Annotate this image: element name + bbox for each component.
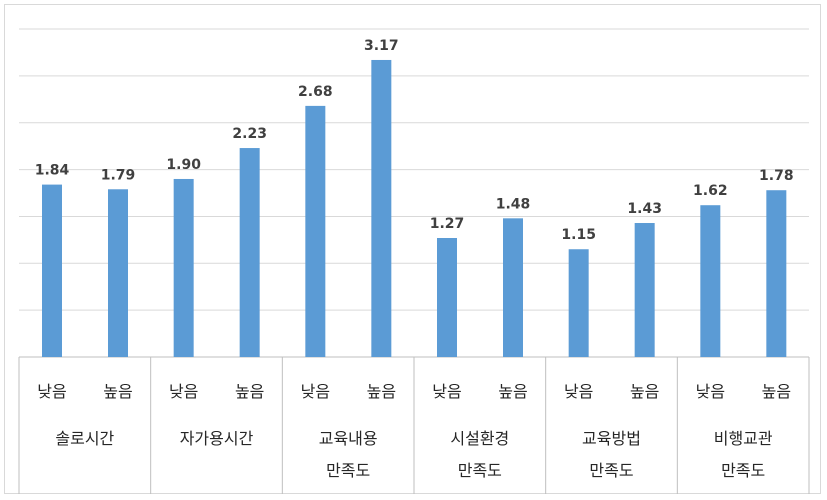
- x-tick-label: 높음: [103, 382, 132, 401]
- x-tick-label: 높음: [762, 382, 791, 401]
- x-tick-label: 낮음: [432, 382, 461, 401]
- x-tick-label: 높음: [498, 382, 527, 401]
- group-label: 만족도: [589, 461, 633, 480]
- bar: [305, 105, 326, 357]
- data-label: 1.15: [561, 227, 596, 243]
- bar: [173, 178, 194, 357]
- x-tick-label: 낮음: [564, 382, 593, 401]
- group-label: 교육내용: [319, 429, 378, 448]
- group-label: 만족도: [721, 461, 765, 480]
- data-label: 1.43: [627, 201, 662, 217]
- x-tick-label: 높음: [235, 382, 264, 401]
- data-label: 1.27: [430, 216, 465, 232]
- data-label: 2.68: [298, 84, 333, 100]
- bar: [568, 249, 589, 357]
- bar: [108, 189, 128, 357]
- data-label: 1.84: [35, 163, 70, 179]
- group-label: 만족도: [326, 461, 370, 480]
- data-label: 3.17: [364, 38, 399, 54]
- x-tick-label: 낮음: [169, 382, 198, 401]
- group-label: 비행교관: [714, 429, 773, 448]
- data-label: 2.23: [232, 126, 267, 142]
- x-tick-label: 높음: [367, 382, 396, 401]
- bar: [437, 238, 457, 357]
- group-label: 솔로시간: [55, 429, 114, 448]
- data-label: 1.62: [693, 183, 728, 199]
- bar: [634, 223, 655, 357]
- bar: [42, 184, 62, 357]
- bar: [503, 218, 523, 357]
- chart-frame: [4, 4, 821, 494]
- x-tick-label: 낮음: [301, 382, 330, 401]
- group-label: 자가용시간: [180, 429, 254, 448]
- bar: [239, 148, 260, 357]
- data-label: 1.78: [759, 168, 794, 184]
- bar: [700, 205, 721, 357]
- group-label: 만족도: [458, 461, 502, 480]
- x-tick-label: 높음: [630, 382, 659, 401]
- bar: [371, 59, 392, 357]
- x-tick-label: 낮음: [37, 382, 66, 401]
- data-label: 1.90: [166, 157, 201, 173]
- bar: [766, 190, 787, 357]
- data-label: 1.48: [496, 196, 531, 212]
- group-label: 교육방법: [582, 429, 641, 448]
- group-label: 시설환경: [450, 429, 509, 448]
- data-label: 1.79: [101, 167, 136, 183]
- x-tick-label: 낮음: [696, 382, 725, 401]
